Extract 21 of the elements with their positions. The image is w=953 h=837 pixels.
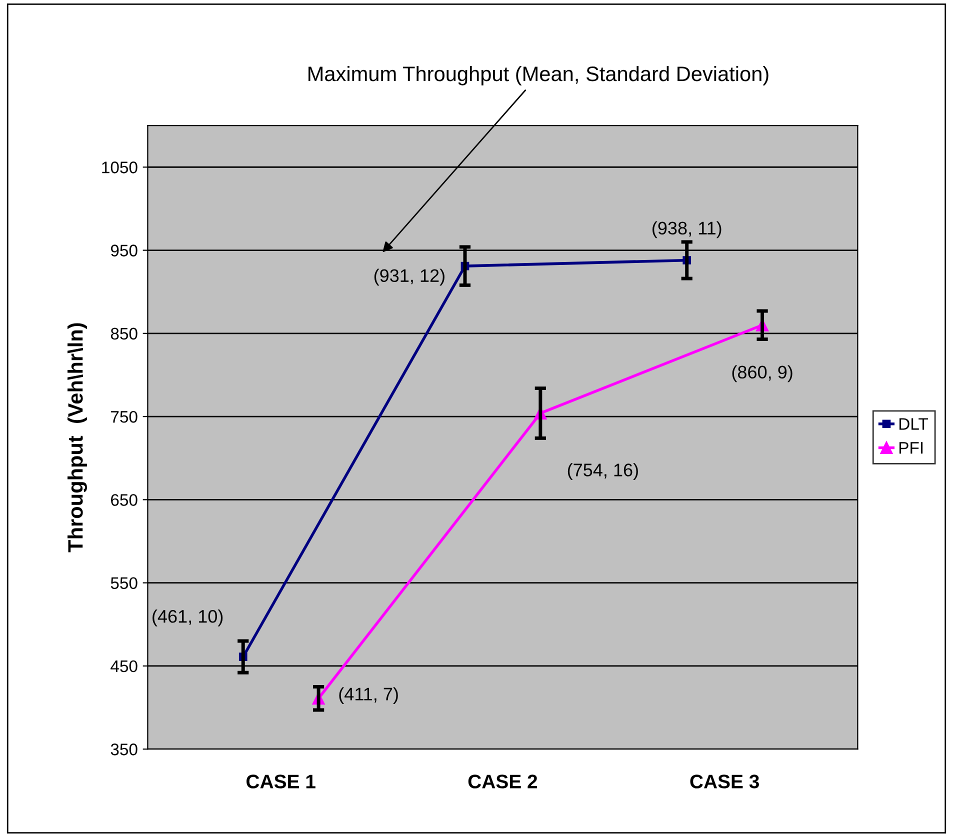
legend-label: DLT (900, 418, 928, 430)
y-tick-label: 750 (111, 410, 138, 423)
data-label: (860, 9) (732, 365, 792, 382)
data-label: (931, 12) (374, 268, 444, 286)
x-tick-label: CASE 3 (690, 774, 759, 788)
data-label: (938, 11) (652, 221, 722, 238)
y-tick-label: 450 (110, 660, 138, 672)
y-tick-label: 350 (110, 744, 138, 756)
x-tick-label: CASE 2 (468, 774, 538, 788)
y-tick-label: 850 (110, 328, 138, 340)
x-tick-label: CASE 1 (246, 774, 316, 788)
legend-label: PFI (900, 442, 923, 454)
text: Maximum Throughput (Mean, Standard Deviation) (308, 66, 768, 86)
y-tick-label: 550 (110, 577, 138, 590)
data-label: (754, 16) (568, 463, 638, 480)
data-label: (461, 10) (152, 610, 223, 626)
y-tick-label: 950 (110, 244, 138, 256)
y-tick-label: 1050 (102, 162, 138, 174)
data-label: (411, 7) (339, 687, 398, 704)
y-axis-title: Throughput (Veh\hr\ln) (68, 323, 88, 552)
y-tick-label: 650 (111, 494, 138, 506)
